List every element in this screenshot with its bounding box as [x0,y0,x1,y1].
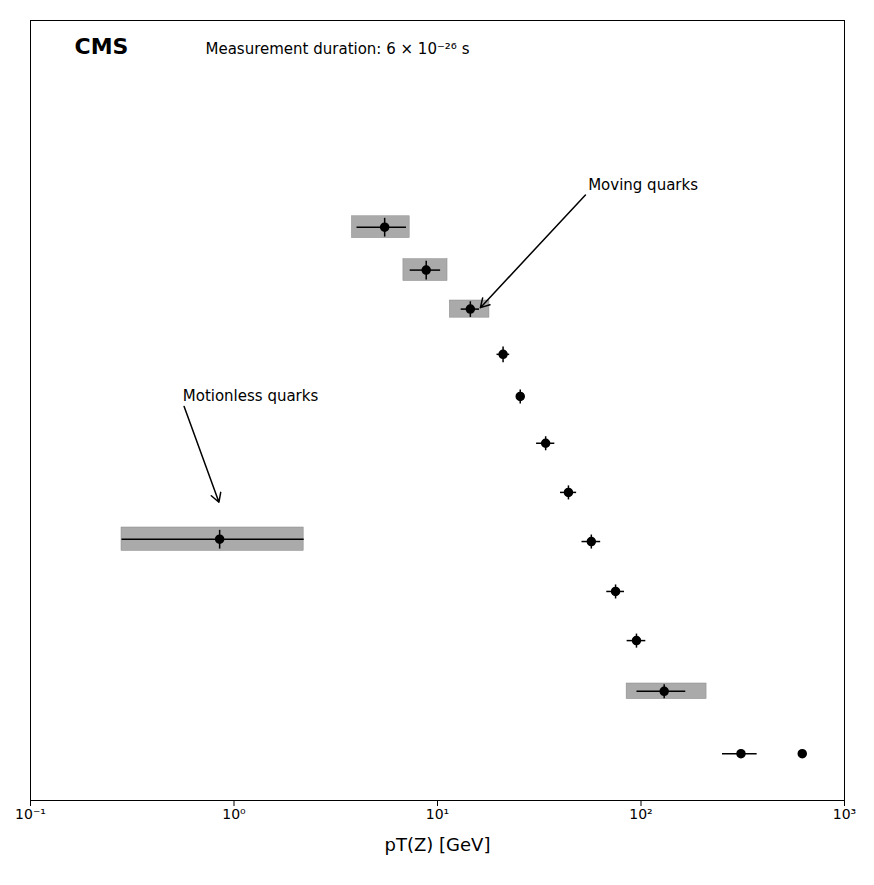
svg-text:Motionless quarks: Motionless quarks [183,387,319,405]
svg-text:Moving quarks: Moving quarks [588,176,698,194]
svg-text:10³: 10³ [833,806,856,822]
svg-text:10⁻¹: 10⁻¹ [15,806,46,822]
svg-text:10⁰: 10⁰ [222,806,246,822]
svg-text:10¹: 10¹ [426,806,449,822]
svg-text:10²: 10² [629,806,652,822]
svg-text:CMS: CMS [75,34,129,59]
svg-text:Measurement duration: 6 × 10⁻²: Measurement duration: 6 × 10⁻²⁶ s [206,40,470,58]
svg-text:pT(Z) [GeV]: pT(Z) [GeV] [385,834,491,855]
